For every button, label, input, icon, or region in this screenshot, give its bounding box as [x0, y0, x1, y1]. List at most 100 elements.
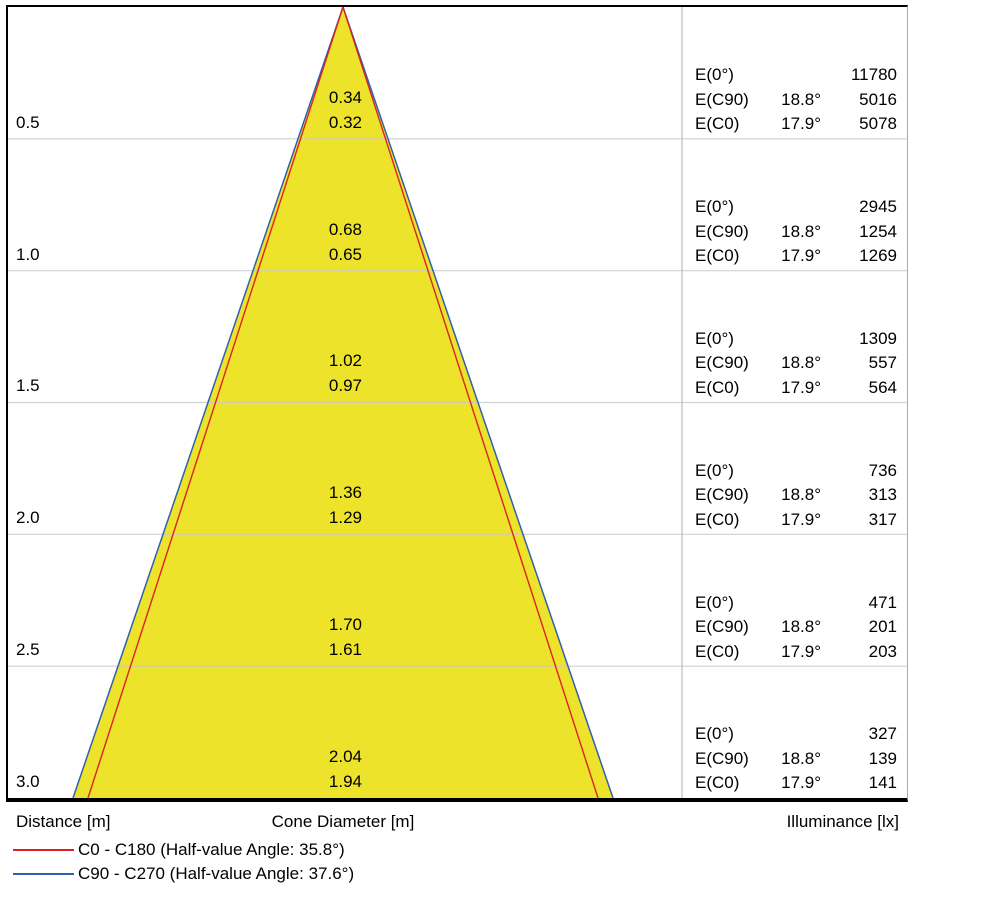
ec90-angle: 18.8°	[781, 748, 821, 768]
ec90-value: 139	[868, 748, 897, 768]
e0-value: 11780	[850, 65, 897, 85]
ec0-angle: 17.9°	[781, 114, 821, 134]
c90-c270-cone-outline	[72, 7, 614, 798]
ec90-value: 1254	[859, 221, 897, 241]
legend-item-c0-c180: C0 - C180 (Half-value Angle: 35.8°)	[0, 838, 600, 862]
ec0-label: E(C0)	[695, 509, 740, 529]
cone-diameter-values: 1.36 1.29	[282, 480, 362, 530]
ec0-value: 1269	[859, 246, 897, 266]
e0-value: 2945	[859, 197, 897, 217]
cone-diameter-c0: 0.65	[328, 244, 362, 264]
e0-angle	[753, 63, 821, 88]
cone-diagram-chart: 0.5 0.34 0.32 E(0°) 11780 E(C90) 18.8° 5…	[6, 5, 908, 802]
c0-c180-legend-line	[13, 849, 74, 851]
c90-c270-legend-line	[13, 873, 74, 875]
distance-row: 1.5 1.02 0.97 E(0°) 1309 E(C90) 18.8° 55…	[8, 271, 907, 403]
cone-diameter-c90: 0.68	[328, 219, 362, 239]
ec90-angle: 18.8°	[781, 617, 821, 637]
cone-svg	[8, 7, 907, 798]
ec90-label: E(C90)	[695, 221, 749, 241]
illuminance-block: E(0°) 471 E(C90) 18.8° 201 E(C0) 17.9° 2…	[695, 591, 897, 665]
illuminance-block: E(0°) 2945 E(C90) 18.8° 1254 E(C0) 17.9°…	[695, 195, 897, 269]
illuminance-block: E(0°) 736 E(C90) 18.8° 313 E(C0) 17.9° 3…	[695, 459, 897, 533]
cone-diameter-c0: 1.94	[328, 771, 362, 791]
distance-label: 3.0	[16, 771, 40, 791]
e0-angle	[753, 591, 821, 616]
e0-label: E(0°)	[695, 460, 734, 480]
cone-diameter-c90: 1.36	[328, 483, 362, 503]
ec90-label: E(C90)	[695, 748, 749, 768]
ec0-value: 141	[868, 773, 897, 793]
cone-diameter-values: 1.02 0.97	[282, 348, 362, 398]
distance-row: 2.0 1.36 1.29 E(0°) 736 E(C90) 18.8° 313…	[8, 403, 907, 535]
cone-diameter-c0: 0.97	[328, 376, 362, 396]
illuminance-block: E(0°) 11780 E(C90) 18.8° 5016 E(C0) 17.9…	[695, 63, 897, 137]
distance-row: 3.0 2.04 1.94 E(0°) 327 E(C90) 18.8° 139…	[8, 666, 907, 798]
distance-row: 0.5 0.34 0.32 E(0°) 11780 E(C90) 18.8° 5…	[8, 7, 907, 139]
ec0-angle: 17.9°	[781, 246, 821, 266]
distance-row: 2.5 1.70 1.61 E(0°) 471 E(C90) 18.8° 201…	[8, 534, 907, 666]
cone-diameter-values: 0.68 0.65	[282, 217, 362, 267]
e0-angle	[753, 722, 821, 747]
e0-angle	[753, 459, 821, 484]
e0-label: E(0°)	[695, 328, 734, 348]
ec0-label: E(C0)	[695, 246, 740, 266]
e0-value: 471	[868, 592, 897, 612]
cone-diameter-c90: 2.04	[328, 746, 362, 766]
ec0-value: 564	[868, 377, 897, 397]
cone-diameter-axis-label: Cone Diameter [m]	[271, 812, 415, 831]
distance-label: 2.0	[16, 508, 40, 528]
cone-diameter-c0: 0.32	[328, 112, 362, 132]
ec90-angle: 18.8°	[781, 221, 821, 241]
cone-diameter-values: 1.70 1.61	[282, 612, 362, 662]
cone-diameter-values: 2.04 1.94	[282, 744, 362, 794]
cone-diameter-c90: 0.34	[328, 87, 362, 107]
cone-diameter-c90: 1.70	[328, 615, 362, 635]
illuminance-axis-label: Illuminance [lx]	[786, 812, 899, 831]
e0-value: 1309	[859, 328, 897, 348]
distance-row: 1.0 0.68 0.65 E(0°) 2945 E(C90) 18.8° 12…	[8, 139, 907, 271]
e0-value: 327	[868, 724, 897, 744]
ec90-value: 201	[868, 617, 897, 637]
ec90-label: E(C90)	[695, 485, 749, 505]
ec0-label: E(C0)	[695, 773, 740, 793]
e0-label: E(0°)	[695, 592, 734, 612]
illuminance-block: E(0°) 327 E(C90) 18.8° 139 E(C0) 17.9° 1…	[695, 722, 897, 796]
ec90-label: E(C90)	[695, 353, 749, 373]
ec0-angle: 17.9°	[781, 641, 821, 661]
ec0-value: 203	[868, 641, 897, 661]
e0-label: E(0°)	[695, 724, 734, 744]
distance-axis-label: Distance [m]	[16, 812, 111, 831]
e0-label: E(0°)	[695, 197, 734, 217]
e0-label: E(0°)	[695, 65, 734, 85]
ec90-value: 313	[868, 485, 897, 505]
ec0-angle: 17.9°	[781, 773, 821, 793]
legend-item-c90-c270: C90 - C270 (Half-value Angle: 37.6°)	[0, 862, 600, 886]
ec0-label: E(C0)	[695, 641, 740, 661]
ec90-angle: 18.8°	[781, 485, 821, 505]
ec0-value: 317	[868, 509, 897, 529]
e0-angle	[753, 327, 821, 352]
ec0-angle: 17.9°	[781, 509, 821, 529]
distance-label: 2.5	[16, 640, 40, 660]
cone-diameter-c0: 1.29	[328, 508, 362, 528]
distance-label: 1.0	[16, 244, 40, 264]
c0-c180-legend-label: C0 - C180 (Half-value Angle: 35.8°)	[78, 840, 345, 859]
ec90-label: E(C90)	[695, 89, 749, 109]
gridlines	[8, 138, 907, 667]
cone-diameter-c0: 1.61	[328, 640, 362, 660]
distance-label: 1.5	[16, 376, 40, 396]
ec90-angle: 18.8°	[781, 89, 821, 109]
ec90-value: 557	[868, 353, 897, 373]
e0-value: 736	[868, 460, 897, 480]
cone-diameter-values: 0.34 0.32	[282, 85, 362, 135]
ec0-label: E(C0)	[695, 377, 740, 397]
ec0-value: 5078	[859, 114, 897, 134]
ec90-angle: 18.8°	[781, 353, 821, 373]
ec0-label: E(C0)	[695, 114, 740, 134]
c90-c270-legend-label: C90 - C270 (Half-value Angle: 37.6°)	[78, 864, 355, 883]
ec0-angle: 17.9°	[781, 377, 821, 397]
e0-angle	[753, 195, 821, 220]
distance-label: 0.5	[16, 112, 40, 132]
illuminance-block: E(0°) 1309 E(C90) 18.8° 557 E(C0) 17.9° …	[695, 327, 897, 401]
